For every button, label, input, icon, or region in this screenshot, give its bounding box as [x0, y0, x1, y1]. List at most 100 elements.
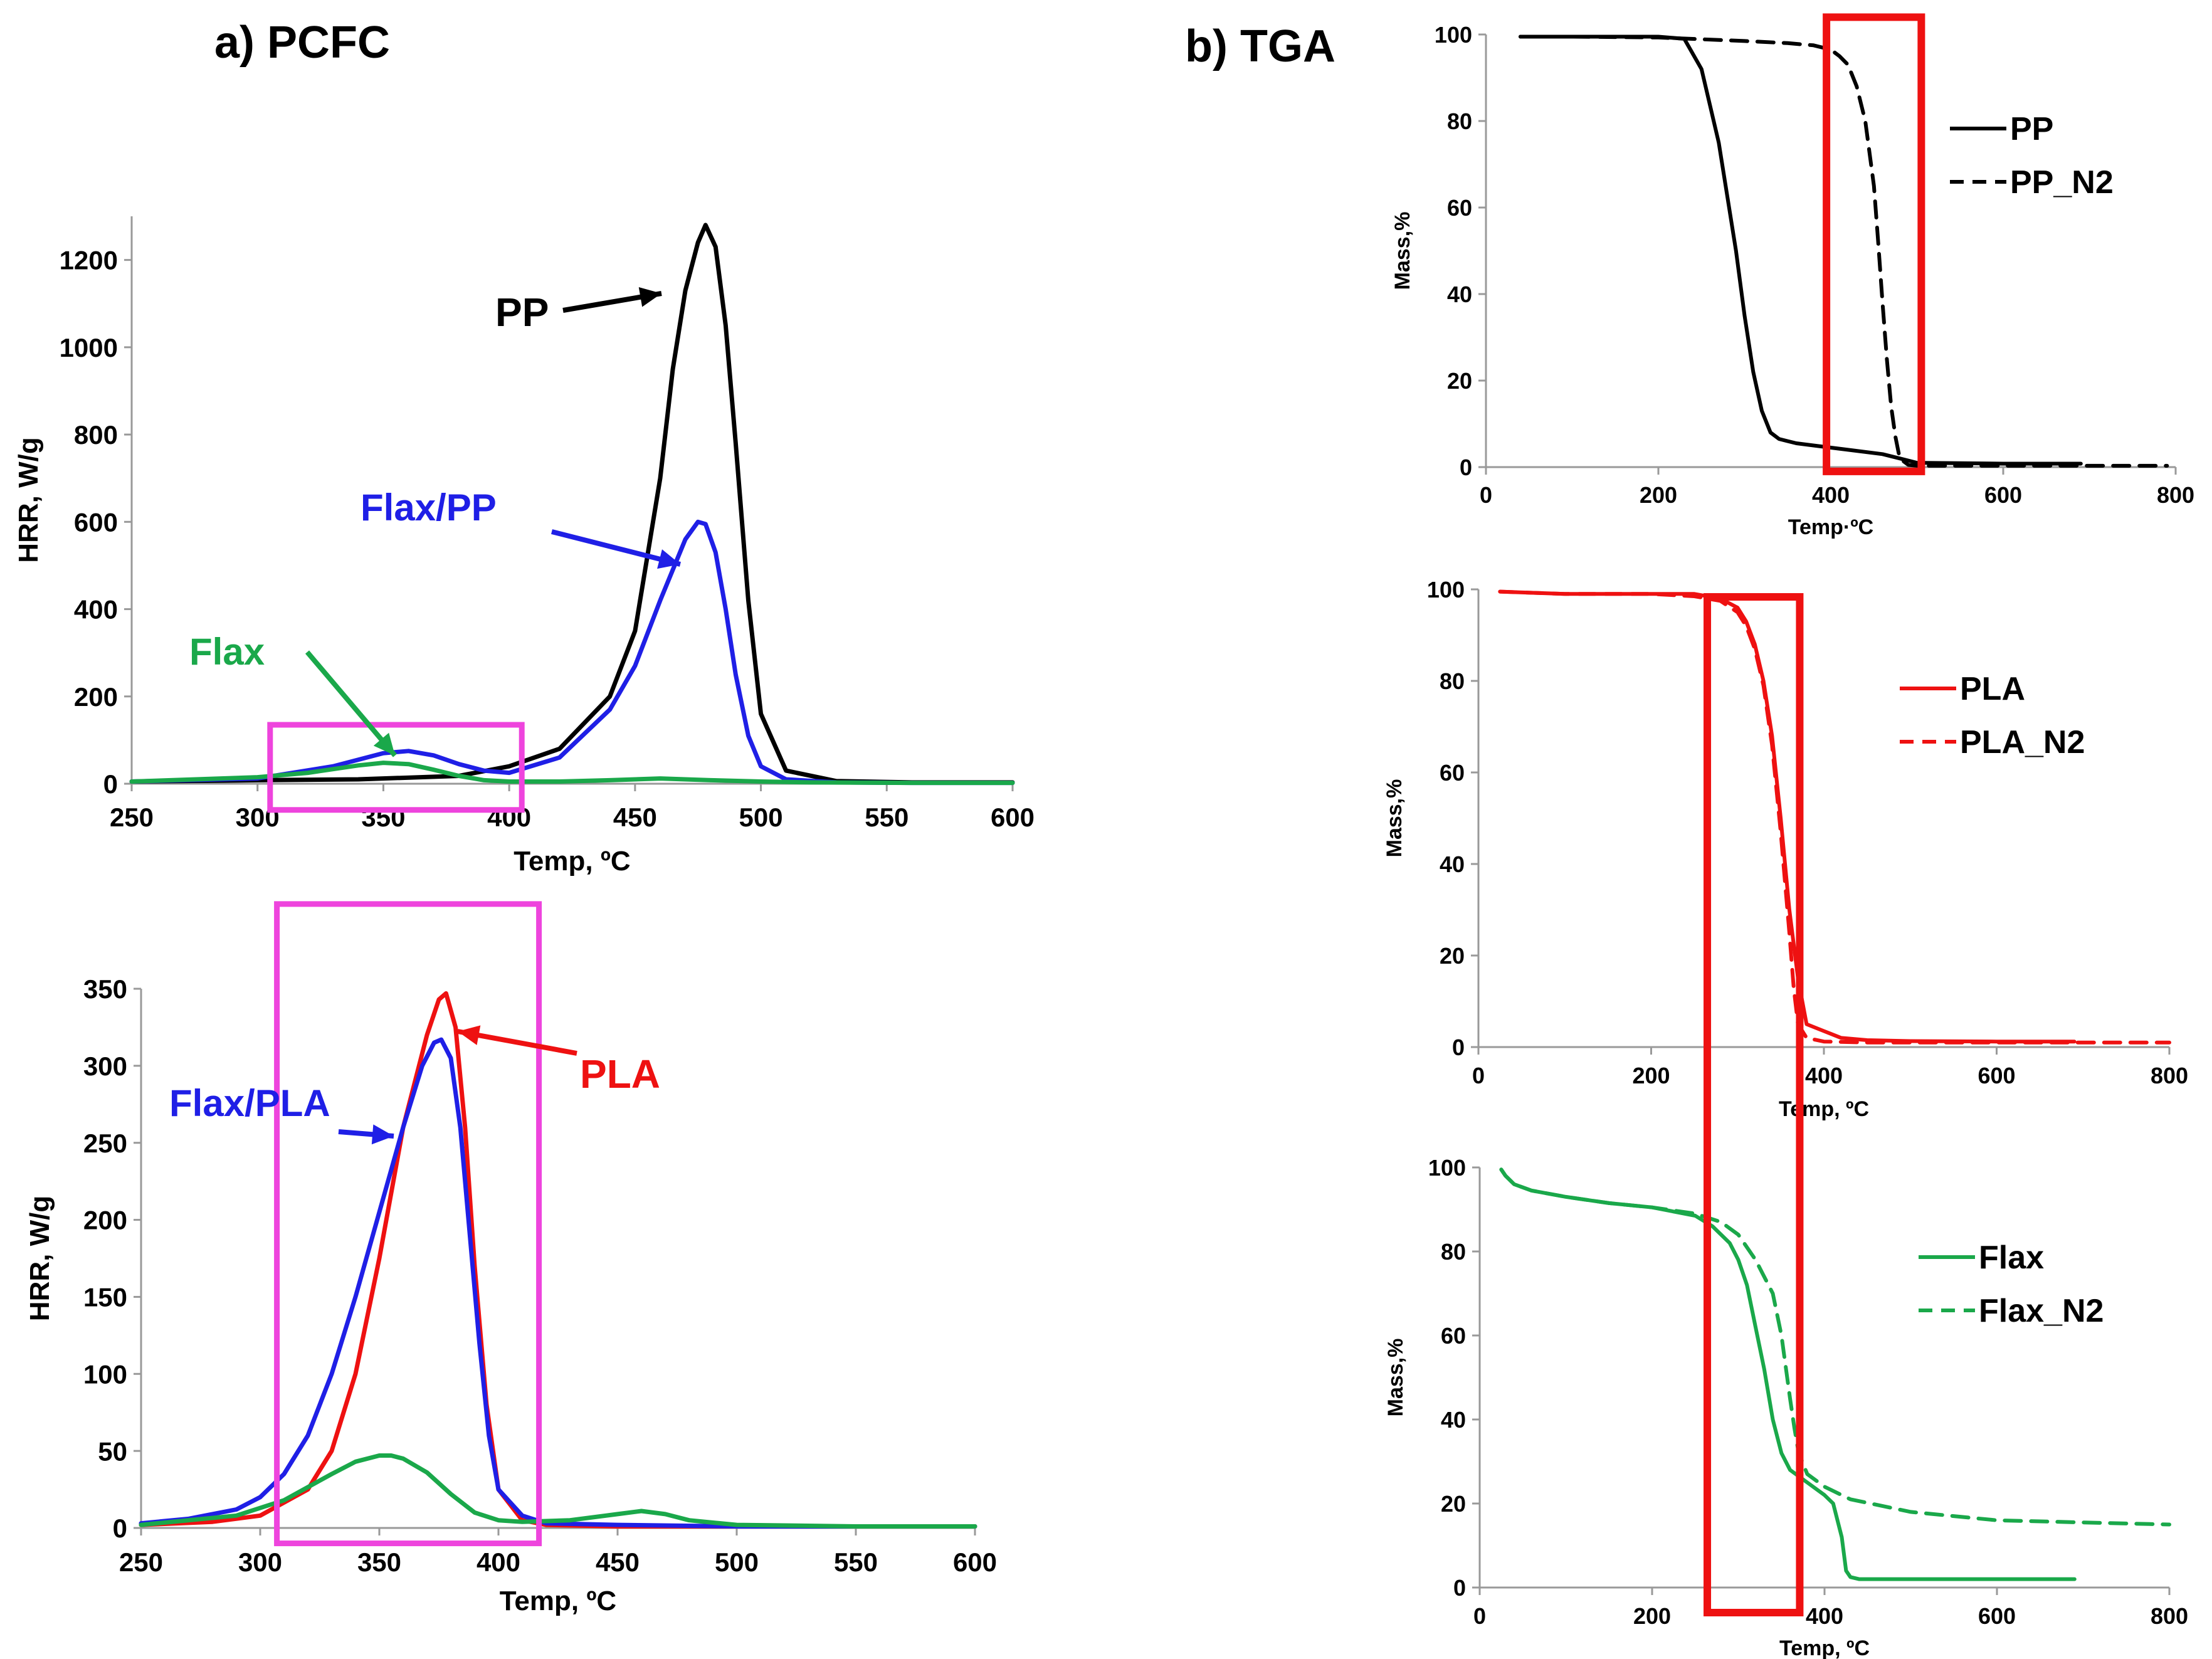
annotation-flax-pla: Flax/PLA	[169, 1082, 330, 1124]
tga-flax-chart: 0 200 400 600 800 0 20 40 60 80 100 Temp, ºC Mass,% F…	[1384, 1155, 2188, 1659]
pcfc-pp-y-tick-label: 400	[74, 595, 118, 624]
pcfc-pla-x-label: Temp, ºC	[500, 1586, 616, 1616]
arrow-flax-head	[373, 732, 395, 756]
pcfc-pla-x-tick-label: 600	[953, 1547, 997, 1577]
tga-flax-x-tick-label: 600	[1978, 1603, 2016, 1629]
tga-flax-x-tick-label: 0	[1473, 1603, 1486, 1629]
arrow-flax-shaft	[305, 650, 398, 757]
tga-pla-x-label: Temp, ºC	[1779, 1097, 1869, 1121]
tga-flax-y-tick-label: 0	[1453, 1575, 1466, 1601]
tga-pla-y-tick-label: 20	[1440, 943, 1465, 969]
tga-pp-series-pp-n2	[1519, 34, 2169, 468]
tga-pla-x-tick-label: 200	[1632, 1063, 1670, 1088]
tga-flax-y-label: Mass,%	[1384, 1339, 1408, 1417]
pcfc-pla-x-tick-label: 350	[357, 1547, 401, 1577]
annotation-pp: PP	[495, 290, 549, 335]
charts-group: 250 300 350 400 450 500 550 6000200400600800100…	[13, 13, 2194, 1659]
tga-flax-y-tick-label: 40	[1441, 1407, 1466, 1433]
pcfc-pp-y-tick-label: 200	[74, 682, 118, 712]
pcfc-pp-series-flax	[129, 761, 1015, 786]
tga-flax-legend-label: Flax_N2	[1979, 1293, 2104, 1329]
pcfc-pp-y-tick-label: 600	[74, 507, 118, 537]
pcfc-pp-series-flax-pp	[129, 519, 1015, 786]
tga-pp-legend-label: PP	[2010, 111, 2053, 147]
tga-flax-x-label: Temp, ºC	[1779, 1636, 1870, 1659]
pcfc-pla-series-flax-pla	[139, 1037, 977, 1529]
annotation-flax-pp: Flax/PP	[361, 487, 497, 529]
tga-pp-x-label: Temp·ºC	[1788, 515, 1873, 539]
pcfc-pla-chart: 250 300 350 400 450 500 550 600 0 50 100 150 200 250 3…	[24, 901, 997, 1616]
pcfc-pla-x-tick-label: 500	[715, 1547, 759, 1577]
pcfc-pla-y-tick-label: 100	[83, 1359, 127, 1389]
tga-pla-series-pla	[1498, 589, 2077, 1044]
tga-pla-x-tick-label: 600	[1978, 1063, 2015, 1088]
pcfc-pp-y-tick-label: 1000	[60, 333, 118, 362]
tga-pla-chart: 0 200 400 600 800 0 20 40 60 80 100 Temp, ºC Mass,% P…	[1382, 577, 2188, 1121]
tga-flax-legend-label: Flax	[1979, 1240, 2044, 1276]
pcfc-pla-x-tick-label: 300	[238, 1547, 282, 1577]
pcfc-pla-y-tick-label: 250	[83, 1129, 127, 1158]
pcfc-pp-x-tick-label: 350	[361, 803, 405, 832]
arrow-flax-pp-head	[657, 549, 680, 569]
tga-pp-series-pp	[1519, 34, 2083, 466]
pcfc-pp-highlight-box	[267, 722, 525, 813]
annotation-pla: PLA	[580, 1051, 660, 1097]
tga-flax-y-tick-label: 80	[1441, 1239, 1466, 1265]
tga-pla-x-tick-label: 800	[2151, 1063, 2188, 1088]
pcfc-pla-highlight-box	[274, 901, 542, 1547]
tga-pp-y-tick-label: 80	[1447, 108, 1472, 134]
tga-flax-x-tick-label: 800	[2151, 1603, 2188, 1629]
tga-flax-y-tick-label: 20	[1441, 1491, 1466, 1517]
tga-pp-y-label: Mass,%	[1391, 212, 1414, 290]
tga-pp-x-tick-label: 600	[1984, 482, 2022, 508]
pcfc-pp-x-tick-label: 600	[991, 803, 1035, 832]
tga-pp-y-tick-label: 60	[1447, 195, 1472, 221]
pcfc-pla-x-tick-label: 250	[119, 1547, 163, 1577]
tga-flax-y-tick-label: 100	[1428, 1155, 1466, 1181]
pcfc-pp-x-tick-label: 550	[865, 803, 908, 832]
pcfc-pp-x-tick-label: 250	[110, 803, 154, 832]
pcfc-pp-y-label: HRR, W/g	[13, 437, 44, 562]
pcfc-pla-y-tick-label: 0	[113, 1514, 127, 1543]
pcfc-pla-x-tick-label: 450	[596, 1547, 640, 1577]
tga-flax-series-flax-n2	[1499, 1167, 2171, 1527]
panel-b-title: b) TGA	[1185, 21, 1335, 71]
tga-pp-chart: 0 200 400 600 800 0 20 40 60 80 100 Temp·ºC Mass,% PP…	[1391, 13, 2194, 539]
tga-pla-legend-label: PLA_N2	[1960, 724, 2085, 761]
pcfc-pla-y-tick-label: 200	[83, 1206, 127, 1235]
tga-pla-series-pla-n2	[1498, 589, 2171, 1045]
pcfc-pla-x-tick-label: 550	[834, 1547, 878, 1577]
pcfc-pla-y-tick-label: 300	[83, 1051, 127, 1081]
pcfc-pp-y-tick-label: 0	[103, 769, 118, 799]
tga-pp-y-tick-label: 100	[1435, 22, 1472, 48]
tga-pla-y-label: Mass,%	[1382, 779, 1406, 858]
pcfc-pp-y-tick-label: 1200	[60, 246, 118, 275]
tga-pp-y-tick-label: 20	[1447, 368, 1472, 394]
tga-pla-y-tick-label: 0	[1452, 1035, 1465, 1060]
tga-pla-legend-label: PLA	[1960, 671, 2025, 707]
tga-pla-y-tick-label: 40	[1440, 851, 1465, 877]
tga-pp-y-tick-label: 0	[1460, 455, 1472, 480]
pcfc-pla-x-tick-label: 400	[477, 1547, 520, 1577]
arrow-flax-pla-head	[371, 1124, 394, 1145]
pcfc-pla-y-tick-label: 150	[83, 1283, 127, 1312]
panel-a-title: a) PCFC	[214, 18, 390, 68]
tga-pla-x-tick-label: 400	[1805, 1063, 1843, 1088]
arrow-pla-head	[458, 1025, 481, 1045]
tga-pla-y-tick-label: 100	[1427, 577, 1465, 603]
pcfc-pp-chart: 250 300 350 400 450 500 550 6000200400600800100…	[13, 216, 1035, 877]
pcfc-pla-series-flax	[139, 1453, 977, 1529]
tga-flax-x-tick-label: 200	[1633, 1603, 1671, 1629]
tga-pp-x-tick-label: 200	[1640, 482, 1677, 508]
tga-flax-y-tick-label: 60	[1441, 1323, 1466, 1349]
tga-pp-highlight-box	[1823, 13, 1925, 475]
annotation-flax: Flax	[189, 631, 265, 673]
tga-pla-y-tick-label: 80	[1440, 668, 1465, 694]
tga-pla-y-tick-label: 60	[1440, 760, 1465, 786]
tga-flax-x-tick-label: 400	[1806, 1603, 1843, 1629]
pcfc-pla-series-pla	[139, 991, 977, 1529]
arrow-pp-head	[638, 287, 661, 307]
pcfc-pp-x-tick-label: 450	[613, 803, 657, 832]
tga-pp-x-tick-label: 800	[2157, 482, 2194, 508]
